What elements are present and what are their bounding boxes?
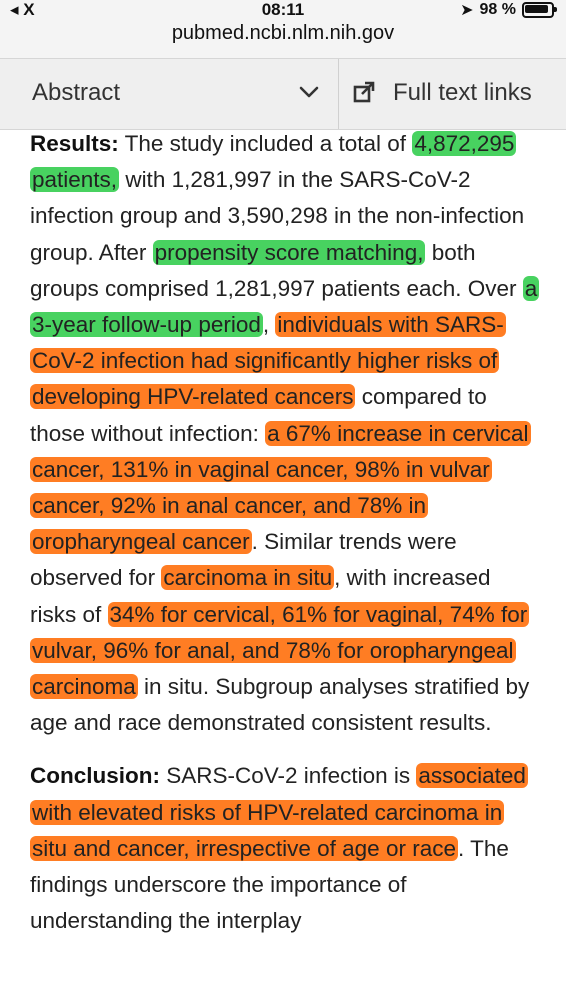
text-segment: SARS-CoV-2 infection is bbox=[160, 763, 417, 789]
address-bar[interactable]: pubmed.ncbi.nlm.nih.gov bbox=[171, 22, 395, 44]
full-text-links-label: Full text links bbox=[393, 79, 532, 106]
text-segment: with 1,281,997 in the SARS-CoV-2 infecti… bbox=[30, 167, 525, 265]
text-segment: compared to those without infection: bbox=[30, 384, 487, 446]
clock: 08:11 bbox=[261, 0, 305, 19]
orange-highlight: carcinoma in situ bbox=[161, 565, 335, 591]
battery-percentage: 98 % bbox=[479, 1, 516, 18]
location-arrow-icon: ➤ bbox=[460, 2, 474, 19]
abstract-label: Abstract bbox=[32, 79, 121, 106]
green-highlight: propensity score matching, bbox=[152, 239, 426, 265]
abstract-content: Results: The study included a total of 4… bbox=[30, 126, 540, 939]
results-heading: Results: bbox=[30, 131, 119, 156]
text-segment: The study included a total of bbox=[118, 131, 413, 156]
text-segment: in situ. Subgroup analyses stratified by… bbox=[30, 674, 530, 736]
status-bar: ◂ X 08:11 pubmed.ncbi.nlm.nih.gov ➤ 98 % bbox=[0, 0, 566, 58]
abstract-dropdown[interactable]: Abstract bbox=[0, 59, 339, 129]
conclusion-paragraph: Conclusion: SARS-CoV-2 infection is asso… bbox=[30, 758, 540, 939]
carrier-label: ◂ X bbox=[10, 0, 35, 19]
status-indicators: ➤ 98 % bbox=[460, 0, 557, 20]
full-text-links-button[interactable]: Full text links bbox=[339, 59, 566, 129]
text-segment: , with increased risks of bbox=[30, 565, 491, 627]
text-segment: . Similar trends were observed for bbox=[30, 529, 457, 591]
conclusion-heading: Conclusion: bbox=[30, 763, 160, 789]
article-toolbar: Abstract Full text links bbox=[0, 58, 566, 130]
external-link-icon bbox=[353, 81, 375, 103]
results-paragraph: Results: The study included a total of 4… bbox=[30, 126, 540, 741]
chevron-down-icon bbox=[299, 86, 319, 98]
text-segment: both groups comprised 1,281,997 patients… bbox=[30, 239, 523, 301]
battery-icon bbox=[522, 2, 557, 18]
text-segment: . The findings underscore the importance… bbox=[30, 835, 509, 934]
text-segment: , bbox=[262, 312, 276, 338]
